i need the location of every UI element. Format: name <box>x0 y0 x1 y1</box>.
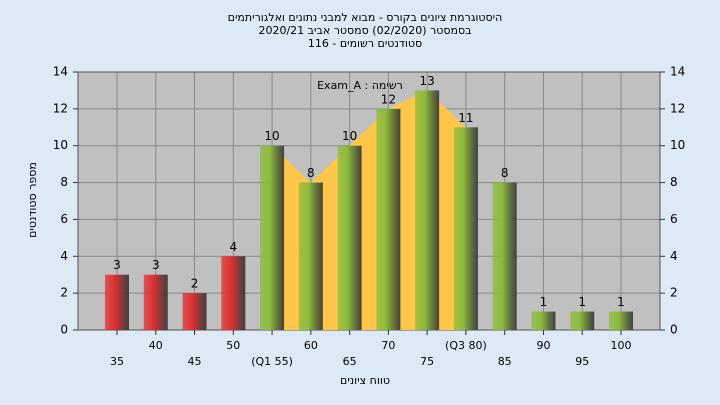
x-tick-label: 90 <box>536 339 550 352</box>
y2-tick-label: 12 <box>670 101 685 115</box>
y-axis-label: מספר סטודנטים <box>26 162 39 238</box>
y-tick-label: 6 <box>60 212 68 226</box>
value-label: 3 <box>152 258 160 272</box>
bar <box>609 311 633 330</box>
y-tick-label: 8 <box>60 175 68 189</box>
x-tick-label: 75 <box>420 355 434 368</box>
y2-tick-label: 2 <box>670 286 678 300</box>
bar <box>531 311 556 330</box>
bar <box>260 145 285 330</box>
y2-tick-label: 10 <box>670 138 685 152</box>
x-tick-label: 45 <box>188 355 202 368</box>
bar <box>182 293 207 330</box>
bar <box>492 182 517 330</box>
value-label: 8 <box>307 166 315 180</box>
y2-tick-label: 0 <box>670 323 678 337</box>
value-label: 8 <box>501 166 509 180</box>
y2-tick-label: 8 <box>670 175 678 189</box>
bar <box>143 274 168 330</box>
y2-tick-label: 4 <box>670 249 678 263</box>
y-tick-label: 0 <box>60 323 68 337</box>
chart-subtitle: בסמסטר (02/2020) סמסטר אביב 2020/21 <box>258 24 471 37</box>
value-label: 13 <box>420 74 435 88</box>
y-tick-label: 10 <box>53 138 68 152</box>
value-label: 3 <box>113 258 121 272</box>
x-tick-label: 50 <box>226 339 240 352</box>
x-tick-label: 70 <box>381 339 395 352</box>
x-tick-label: (Q3 80) <box>445 339 487 352</box>
value-label: 12 <box>381 92 396 106</box>
y2-tick-label: 14 <box>670 65 685 79</box>
bar <box>376 108 401 330</box>
value-label: 1 <box>578 295 586 309</box>
annotation: Exam_A : רשימה <box>317 79 403 92</box>
value-label: 4 <box>229 240 237 254</box>
value-label: 1 <box>617 295 625 309</box>
x-tick-label: 100 <box>611 339 632 352</box>
chart-subtitle: סטודנטים רשומים - 116 <box>308 37 422 50</box>
bar <box>337 145 362 330</box>
value-label: 2 <box>191 277 199 291</box>
chart-title: היסטוגרמת ציונים בקורס - מבוא למבני נתונ… <box>228 11 503 24</box>
x-tick-label: 65 <box>343 355 357 368</box>
x-axis-label: טווח ציונים <box>340 374 390 387</box>
bar <box>415 90 440 330</box>
bar <box>298 182 323 330</box>
value-label: 10 <box>264 129 279 143</box>
x-tick-label: 60 <box>304 339 318 352</box>
bar <box>221 256 246 330</box>
value-label: 10 <box>342 129 357 143</box>
y-tick-label: 14 <box>53 65 68 79</box>
bar <box>105 274 129 330</box>
x-tick-label: 35 <box>110 355 124 368</box>
value-label: 1 <box>540 295 548 309</box>
bar <box>453 127 478 331</box>
y-tick-label: 2 <box>60 286 68 300</box>
x-tick-label: 40 <box>149 339 163 352</box>
x-tick-label: (Q1 55) <box>251 355 293 368</box>
value-label: 11 <box>458 111 473 125</box>
y-tick-label: 4 <box>60 249 68 263</box>
x-tick-label: 95 <box>575 355 589 368</box>
bar <box>570 311 595 330</box>
y-tick-label: 12 <box>53 101 68 115</box>
y2-tick-label: 6 <box>670 212 678 226</box>
x-tick-label: 85 <box>498 355 512 368</box>
